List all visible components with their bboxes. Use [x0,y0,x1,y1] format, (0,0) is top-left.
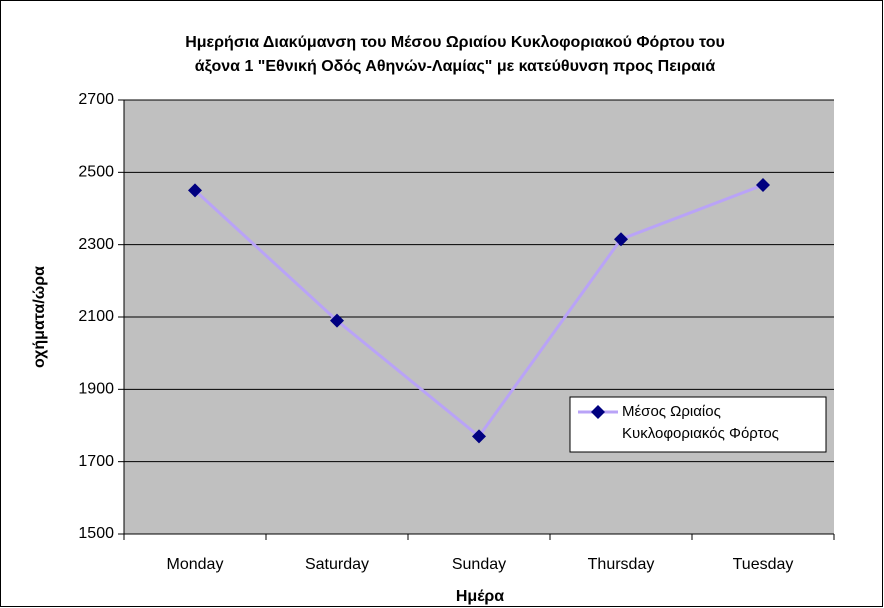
marker [756,177,770,192]
x-tick-label: Saturday [305,556,369,573]
marker [188,183,202,198]
marker [472,429,486,444]
marker [614,232,628,247]
legend-label-box: Μέσος Ωριαίος Κυκλοφοριακός Φόρτος [622,403,779,442]
x-tick-label: Monday [167,556,224,573]
x-axis-label: Ημέρα [456,588,504,605]
y-tick-label: 1700 [78,453,114,470]
legend-label: Μέσος Ωριαίος Κυκλοφοριακός Φόρτος [622,403,779,442]
y-tick-label: 2500 [78,164,114,181]
legend-box [569,396,827,453]
x-tick-label: Thursday [588,556,655,573]
y-tick-label: 1900 [78,381,114,398]
x-tick-label: Sunday [452,556,506,573]
legend-marker [591,405,605,419]
x-tick-label: Tuesday [733,556,794,573]
y-tick-label: 2300 [78,236,114,253]
chart-title: άξονα 1 "Εθνική Οδός Αθηνών-Λαμίας" με κ… [195,58,716,75]
marker [330,313,344,328]
y-axis-label: οχήματα/ώρα [31,266,48,368]
y-tick-label: 2700 [78,91,114,108]
y-tick-label: 1500 [78,525,114,542]
chart-title: Ημερήσια Διακύμανση του Μέσου Ωριαίου Κυ… [185,34,725,51]
y-tick-label: 2100 [78,308,114,325]
